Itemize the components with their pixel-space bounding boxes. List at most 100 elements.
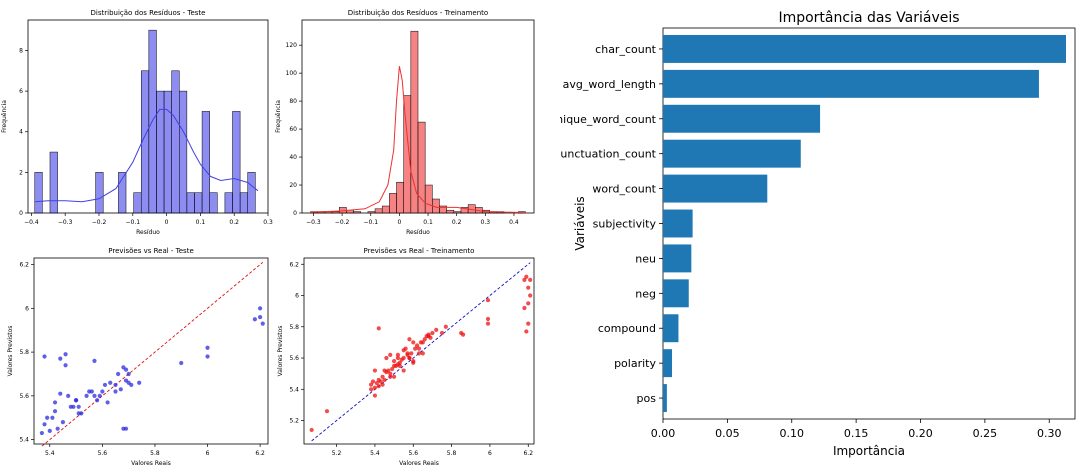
x-tick-label: 0 (397, 219, 401, 226)
y-tick-label: 20 (289, 182, 297, 189)
histogram-bar (34, 172, 43, 214)
chart-title: Previsões vs Real - Treinamento (364, 247, 475, 255)
importance-bar (663, 279, 689, 308)
x-tick-label: 6.2 (255, 450, 265, 457)
x-tick-label: 0.20 (908, 427, 933, 440)
x-tick-label: 6.2 (523, 450, 533, 457)
x-tick-label: 6 (488, 450, 492, 457)
scatter-point (411, 360, 416, 365)
x-tick-label: 0.25 (973, 427, 998, 440)
scatter-point (123, 426, 129, 431)
y-tick-label: 5.4 (19, 437, 29, 444)
scatter-point (205, 345, 210, 350)
category-label: subjectivity (593, 218, 657, 231)
scatter-point (84, 393, 89, 398)
scatter-point (391, 359, 397, 364)
scatter-point (409, 351, 414, 356)
scatter-point (395, 355, 401, 361)
scatter-point (123, 367, 129, 372)
kde-curve (310, 66, 526, 214)
y-tick-label: 60 (289, 126, 297, 133)
scatter-point (528, 277, 533, 282)
scatter-point (522, 277, 527, 282)
scatter-point (460, 332, 466, 337)
category-label: pos (637, 392, 657, 405)
scatter-point (116, 371, 121, 377)
x-axis-label: Resíduo (406, 229, 430, 235)
scatter-point (108, 380, 113, 385)
scatter-point (407, 337, 412, 342)
importance-bar (663, 174, 768, 203)
scatter-point (526, 321, 531, 326)
scatter-point (113, 389, 118, 394)
y-tick-label: 0 (293, 210, 297, 217)
importance-bar (663, 104, 821, 133)
scatter-point (426, 334, 431, 339)
x-tick-label: −0.2 (335, 219, 350, 226)
histogram-bar (439, 205, 447, 214)
scatter-point (258, 314, 263, 320)
importance-bar (663, 349, 673, 378)
x-tick-label: 5.4 (45, 450, 55, 457)
scatter-point (97, 393, 102, 398)
histogram-bar (424, 184, 433, 214)
x-tick-label: 6 (206, 450, 210, 457)
scatter-point (42, 354, 47, 359)
histogram-bar (194, 192, 203, 214)
scatter-point (526, 285, 531, 290)
scatter-point (55, 426, 60, 431)
histogram-bar (417, 121, 426, 214)
x-tick-label: 0.00 (651, 427, 676, 440)
chart-title: Distribuição dos Resíduos - Teste (91, 9, 206, 17)
scatter-point (416, 351, 422, 356)
importance-bar (663, 314, 679, 343)
residuals-train-histogram: Distribuição dos Resíduos - Treinamento −… (275, 9, 535, 235)
scatter-point (60, 420, 66, 425)
pred-vs-real-train-scatter: Previsões vs Real - Treinamento 5.2 5.4 5.6… (277, 247, 535, 467)
y-tick-label: 100 (286, 70, 298, 77)
scatter-point (388, 374, 393, 379)
scatter-point (324, 409, 330, 414)
x-tick-label: 0 (165, 219, 169, 226)
y-tick-label: 40 (289, 154, 297, 161)
scatter-point (485, 298, 491, 303)
category-label: compound (598, 322, 656, 335)
scatter-point (58, 391, 63, 396)
scatter-point (260, 321, 265, 326)
histogram-bar (224, 192, 233, 214)
scatter-point (420, 340, 425, 345)
category-label: unique_word_count (560, 113, 657, 126)
x-tick-label: 0.30 (1037, 427, 1062, 440)
x-tick-label: −0.2 (92, 219, 107, 226)
pred-vs-real-test-scatter: Previsões vs Real - Teste 5.4 5.6 5.8 6 6.2 5.… (7, 247, 269, 467)
scatter-point (524, 329, 529, 334)
scatter-point (42, 422, 47, 427)
x-tick-label: 0.2 (229, 219, 239, 226)
y-tick-label: 2 (19, 169, 23, 176)
reference-line (311, 262, 531, 442)
y-tick-label: 120 (286, 42, 298, 49)
importance-bar (663, 34, 1066, 63)
scatter-point (76, 404, 81, 409)
scatter-point (422, 337, 427, 342)
histogram-bar (381, 205, 390, 214)
x-axis-label: Importância (833, 444, 905, 458)
scatter-point (485, 316, 491, 322)
scatter-point (403, 346, 408, 351)
scatter-point (414, 343, 420, 348)
scatter-point (66, 393, 71, 398)
scatter-point (58, 356, 63, 361)
scatter-point (372, 385, 378, 390)
scatter-point (524, 274, 529, 279)
scatter-point (434, 327, 439, 332)
x-tick-label: 0.15 (844, 427, 869, 440)
scatter-point (368, 382, 374, 387)
scatter-point (79, 411, 84, 416)
histogram-bar (133, 192, 142, 214)
x-tick-label: 0.1 (423, 219, 433, 226)
plot-frame (303, 257, 535, 445)
scatter-point (378, 379, 383, 384)
histogram-bar (446, 209, 455, 214)
chart-title: Importância das Variáveis (778, 10, 959, 26)
x-tick-label: 5.4 (370, 450, 380, 457)
